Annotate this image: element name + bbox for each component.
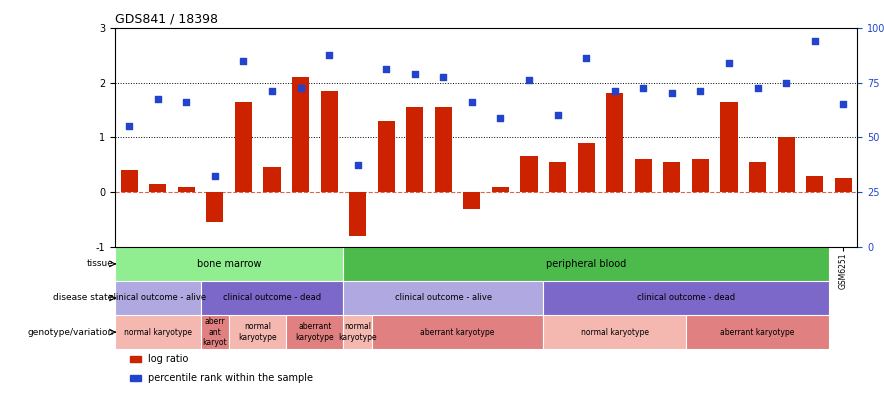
Bar: [206, 192, 224, 222]
Point: [579, 55, 593, 61]
Text: peripheral blood: peripheral blood: [546, 259, 626, 269]
FancyBboxPatch shape: [544, 315, 686, 349]
Bar: [834, 178, 852, 192]
Bar: [263, 168, 280, 192]
Point: [208, 173, 222, 179]
FancyBboxPatch shape: [229, 315, 286, 349]
Text: disease state: disease state: [53, 293, 113, 303]
Point: [437, 74, 451, 80]
Point: [607, 88, 621, 94]
Point: [665, 90, 679, 97]
Text: GDS841 / 18398: GDS841 / 18398: [115, 12, 218, 25]
Bar: [292, 77, 309, 192]
Bar: [635, 159, 652, 192]
Point: [236, 57, 250, 64]
Bar: [720, 102, 737, 192]
Text: aberrant karyotype: aberrant karyotype: [720, 327, 795, 337]
Bar: [606, 93, 623, 192]
Bar: [663, 162, 681, 192]
Text: clinical outcome - alive: clinical outcome - alive: [110, 293, 206, 303]
Bar: [407, 107, 423, 192]
FancyBboxPatch shape: [201, 281, 343, 315]
FancyBboxPatch shape: [343, 247, 829, 281]
Text: clinical outcome - dead: clinical outcome - dead: [637, 293, 735, 303]
Point: [779, 79, 793, 86]
Point: [265, 88, 279, 94]
Point: [408, 71, 422, 78]
Point: [808, 38, 822, 45]
Bar: [149, 184, 166, 192]
Text: percentile rank within the sample: percentile rank within the sample: [149, 373, 313, 383]
FancyBboxPatch shape: [115, 315, 201, 349]
Point: [351, 162, 365, 168]
FancyBboxPatch shape: [286, 315, 343, 349]
Bar: [321, 91, 338, 192]
FancyBboxPatch shape: [201, 315, 229, 349]
Text: aberrant karyotype: aberrant karyotype: [421, 327, 495, 337]
Point: [551, 112, 565, 118]
Bar: [130, 375, 141, 381]
Text: tissue: tissue: [87, 259, 113, 268]
Point: [751, 85, 765, 91]
Bar: [492, 187, 509, 192]
Point: [122, 123, 136, 129]
Point: [693, 88, 707, 94]
Bar: [577, 143, 595, 192]
Bar: [549, 162, 566, 192]
FancyBboxPatch shape: [115, 281, 201, 315]
Bar: [692, 159, 709, 192]
Bar: [463, 192, 481, 209]
Text: bone marrow: bone marrow: [197, 259, 262, 269]
Point: [150, 96, 164, 102]
Bar: [521, 156, 537, 192]
Point: [379, 66, 393, 72]
Point: [493, 115, 507, 121]
Point: [293, 85, 308, 91]
Bar: [806, 176, 823, 192]
Text: aberrant
karyotype: aberrant karyotype: [295, 322, 334, 342]
FancyBboxPatch shape: [343, 315, 372, 349]
Point: [465, 99, 479, 105]
Bar: [120, 170, 138, 192]
Text: log ratio: log ratio: [149, 354, 188, 364]
Text: normal
karyotype: normal karyotype: [239, 322, 277, 342]
Bar: [435, 107, 452, 192]
Point: [179, 99, 194, 105]
Text: normal
karyotype: normal karyotype: [339, 322, 377, 342]
Text: normal karyotype: normal karyotype: [124, 327, 192, 337]
FancyBboxPatch shape: [115, 247, 343, 281]
Text: aberr
ant
karyot: aberr ant karyot: [202, 317, 227, 347]
Text: clinical outcome - dead: clinical outcome - dead: [223, 293, 321, 303]
Point: [522, 76, 536, 83]
FancyBboxPatch shape: [544, 281, 829, 315]
Point: [836, 101, 850, 108]
Bar: [377, 121, 395, 192]
Text: clinical outcome - alive: clinical outcome - alive: [395, 293, 492, 303]
Point: [722, 60, 736, 67]
Bar: [130, 356, 141, 362]
Bar: [349, 192, 366, 236]
Bar: [178, 187, 194, 192]
FancyBboxPatch shape: [343, 281, 544, 315]
Bar: [778, 137, 795, 192]
Bar: [749, 162, 766, 192]
FancyBboxPatch shape: [686, 315, 829, 349]
Text: genotype/variation: genotype/variation: [27, 327, 113, 337]
Text: normal karyotype: normal karyotype: [581, 327, 649, 337]
FancyBboxPatch shape: [372, 315, 544, 349]
Point: [636, 85, 651, 91]
Point: [322, 52, 336, 58]
Bar: [235, 102, 252, 192]
